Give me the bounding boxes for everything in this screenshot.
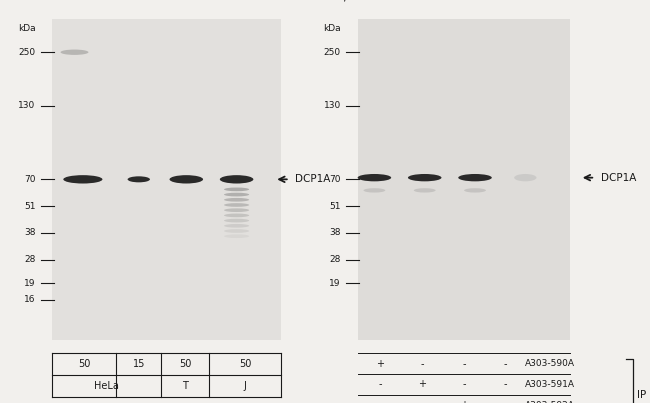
Ellipse shape — [224, 198, 249, 202]
Ellipse shape — [224, 224, 249, 228]
Text: T: T — [182, 381, 188, 391]
Text: 38: 38 — [330, 229, 341, 237]
Ellipse shape — [60, 50, 88, 55]
Ellipse shape — [224, 235, 249, 238]
Ellipse shape — [363, 188, 385, 193]
Text: -: - — [378, 379, 382, 389]
Text: B. IP/WB: B. IP/WB — [318, 0, 369, 2]
Text: -: - — [504, 359, 508, 369]
Ellipse shape — [220, 175, 254, 183]
Text: 50: 50 — [239, 359, 251, 369]
Text: kDa: kDa — [18, 24, 35, 33]
Text: 250: 250 — [324, 48, 341, 57]
Text: A303-590A: A303-590A — [525, 359, 575, 368]
Text: -: - — [420, 359, 424, 369]
Text: -: - — [462, 359, 465, 369]
Text: -: - — [378, 400, 382, 403]
Ellipse shape — [224, 214, 249, 217]
Text: 250: 250 — [18, 48, 35, 57]
Text: 70: 70 — [330, 175, 341, 184]
Ellipse shape — [224, 219, 249, 222]
Text: 70: 70 — [24, 175, 35, 184]
Ellipse shape — [458, 174, 492, 181]
Ellipse shape — [224, 229, 249, 233]
Text: 130: 130 — [324, 101, 341, 110]
Ellipse shape — [224, 203, 249, 207]
Text: 28: 28 — [330, 255, 341, 264]
Text: kDa: kDa — [323, 24, 341, 33]
Ellipse shape — [127, 177, 150, 182]
Text: 28: 28 — [24, 255, 35, 264]
Bar — [358, 19, 570, 340]
Text: HeLa: HeLa — [94, 381, 119, 391]
Ellipse shape — [224, 193, 249, 196]
Text: J: J — [244, 381, 246, 391]
Text: +: + — [460, 400, 468, 403]
Ellipse shape — [464, 188, 486, 193]
Text: -: - — [462, 379, 465, 389]
Text: +: + — [418, 379, 426, 389]
Ellipse shape — [358, 174, 391, 181]
Text: +: + — [376, 359, 384, 369]
Text: DCP1A: DCP1A — [295, 174, 331, 184]
Text: 130: 130 — [18, 101, 35, 110]
Ellipse shape — [224, 208, 249, 212]
Text: 51: 51 — [330, 202, 341, 211]
Ellipse shape — [514, 174, 536, 181]
Text: -: - — [504, 400, 508, 403]
Text: 19: 19 — [330, 278, 341, 287]
Text: A303-592A: A303-592A — [525, 401, 575, 403]
Text: A303-591A: A303-591A — [525, 380, 575, 389]
Text: 51: 51 — [24, 202, 35, 211]
Text: 38: 38 — [24, 229, 35, 237]
Ellipse shape — [170, 175, 203, 183]
Text: -: - — [504, 379, 508, 389]
Text: 50: 50 — [179, 359, 191, 369]
Text: 16: 16 — [24, 295, 35, 304]
Ellipse shape — [408, 174, 441, 181]
Ellipse shape — [63, 175, 103, 183]
Text: 19: 19 — [24, 278, 35, 287]
Ellipse shape — [414, 188, 436, 193]
Text: DCP1A: DCP1A — [601, 172, 636, 183]
Bar — [52, 19, 281, 340]
Text: 15: 15 — [133, 359, 145, 369]
Text: -: - — [420, 400, 424, 403]
Text: IP: IP — [637, 390, 646, 400]
Text: 50: 50 — [78, 359, 90, 369]
Ellipse shape — [224, 187, 249, 191]
Text: A. WB: A. WB — [13, 0, 48, 2]
